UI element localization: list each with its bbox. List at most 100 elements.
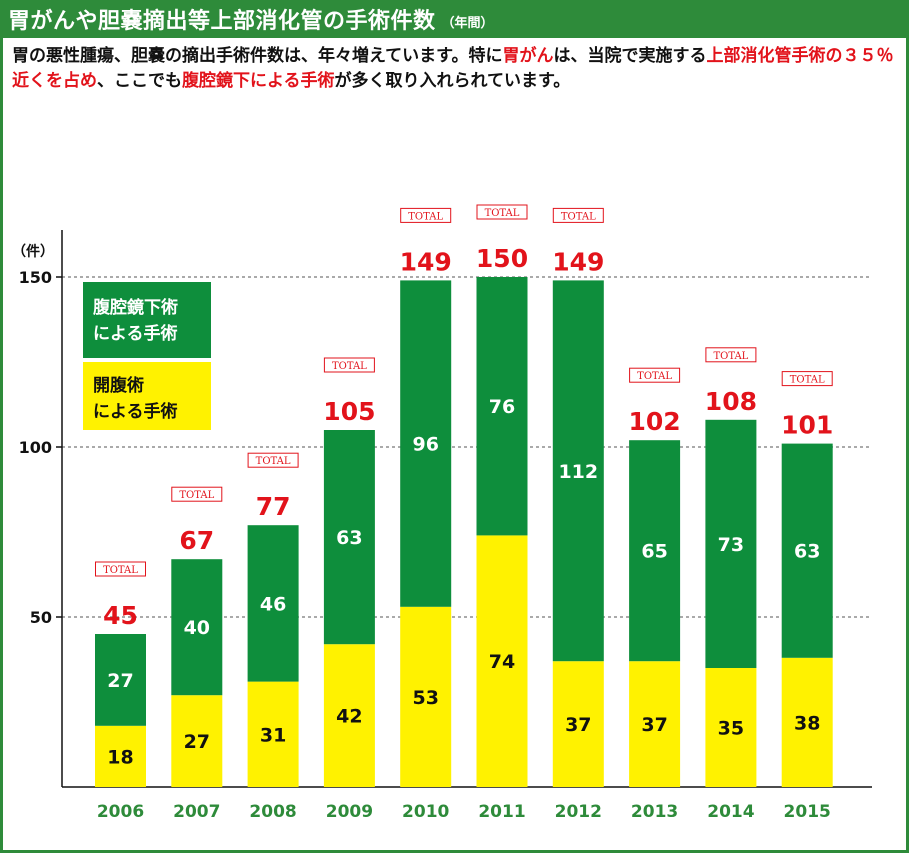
- bar-segment-laparotomy: [95, 725, 146, 787]
- bar-segment-laparoscopic: [171, 559, 223, 696]
- total-value: 67: [179, 526, 214, 555]
- total-tag-label: TOTAL: [485, 208, 520, 219]
- description-part: 、ここでも: [97, 71, 182, 91]
- bar-value-laparotomy: 37: [565, 714, 591, 736]
- total-tag-box: [323, 357, 375, 373]
- total-tag-label: TOTAL: [637, 371, 672, 382]
- total-value: 77: [256, 492, 291, 521]
- bar-value-laparoscopic: 96: [412, 434, 438, 456]
- total-value: 149: [552, 247, 604, 276]
- total-tag-box: [552, 207, 604, 223]
- description-part: 胃の悪性腫瘍、胆嚢の摘出手術件数は、年々増えています。特に: [12, 46, 503, 66]
- y-unit-label: （件）: [12, 243, 54, 260]
- description-part: が多く取り入れられています。: [334, 71, 571, 91]
- bar-value-laparoscopic: 112: [558, 461, 598, 483]
- bar-value-laparotomy: 31: [260, 724, 286, 746]
- total-tag-box: [171, 486, 223, 502]
- bar-value-laparotomy: 18: [107, 746, 133, 768]
- description-part: は、当院で実施する: [553, 46, 707, 66]
- bar-value-laparotomy: 27: [184, 731, 210, 753]
- x-tick-label: 2010: [402, 802, 449, 822]
- y-tick-label: 50: [30, 608, 52, 627]
- total-tag-box: [247, 452, 299, 468]
- bar-segment-laparoscopic: [400, 280, 452, 607]
- bar-value-laparotomy: 37: [641, 714, 667, 736]
- total-tag-box: [476, 204, 528, 220]
- bar-segment-laparoscopic: [476, 277, 528, 536]
- total-value: 108: [705, 387, 757, 416]
- bar-value-laparoscopic: 27: [107, 670, 133, 692]
- bar-value-laparotomy: 53: [412, 687, 438, 709]
- total-tag-label: TOTAL: [256, 456, 291, 467]
- bar-value-laparoscopic: 65: [641, 541, 667, 563]
- bar-segment-laparotomy: [705, 668, 757, 787]
- total-tag-box: [400, 207, 452, 223]
- title-bar: 胃がんや胆嚢摘出等上部消化管の手術件数 （年間）: [0, 0, 909, 38]
- x-tick-label: 2015: [784, 802, 831, 822]
- description-highlight: 上部消化管手術の３５％近くを占め: [12, 46, 894, 91]
- bar-value-laparoscopic: 46: [260, 593, 286, 615]
- total-tag-box: [95, 561, 146, 577]
- x-tick-label: 2014: [707, 802, 754, 822]
- total-value: 45: [103, 601, 138, 630]
- legend-label-laparotomy: による手術: [93, 401, 178, 422]
- chart-title: 胃がんや胆嚢摘出等上部消化管の手術件数: [8, 9, 436, 34]
- total-tag-label: TOTAL: [408, 211, 443, 222]
- total-tag-label: TOTAL: [713, 351, 748, 362]
- description-highlight: 胃がん: [502, 46, 554, 66]
- bar-segment-laparoscopic: [95, 634, 146, 726]
- x-tick-label: 2008: [249, 802, 296, 822]
- x-tick-label: 2007: [173, 802, 220, 822]
- total-tag-label: TOTAL: [561, 211, 596, 222]
- bar-value-laparoscopic: 63: [794, 541, 820, 563]
- x-tick-label: 2013: [631, 802, 678, 822]
- bar-segment-laparotomy: [476, 535, 528, 787]
- x-tick-label: 2011: [478, 802, 525, 822]
- bar-segment-laparotomy: [781, 657, 833, 787]
- x-tick-label: 2012: [555, 802, 602, 822]
- bar-value-laparoscopic: 73: [718, 534, 744, 556]
- bar-value-laparotomy: 74: [489, 651, 515, 673]
- legend-label-laparoscopic: による手術: [93, 323, 178, 344]
- total-tag-box: [781, 371, 833, 387]
- bar-value-laparotomy: 42: [336, 706, 362, 728]
- bar-segment-laparotomy: [171, 695, 223, 787]
- bar-segment-laparotomy: [247, 681, 299, 787]
- total-tag-box: [629, 367, 681, 383]
- bar-segment-laparotomy: [552, 661, 604, 787]
- bar-segment-laparoscopic: [781, 443, 833, 658]
- x-tick-label: 2006: [97, 802, 144, 822]
- y-tick-label: 100: [19, 438, 52, 457]
- bar-value-laparotomy: 35: [718, 718, 744, 740]
- bar-segment-laparoscopic: [247, 525, 299, 682]
- total-tag-label: TOTAL: [332, 361, 367, 372]
- total-value: 102: [629, 407, 681, 436]
- total-value: 149: [400, 247, 452, 276]
- y-tick-label: 150: [19, 268, 52, 287]
- legend-label-laparoscopic: 腹腔鏡下術: [93, 297, 178, 318]
- x-tick-label: 2009: [326, 802, 373, 822]
- description-highlight: 腹腔鏡下による手術: [182, 71, 335, 91]
- legend-swatch-laparotomy: [83, 362, 211, 430]
- bar-segment-laparoscopic: [552, 280, 604, 662]
- total-value: 101: [781, 411, 833, 440]
- bar-segment-laparotomy: [323, 644, 375, 787]
- description-text: 胃の悪性腫瘍、胆嚢の摘出手術件数は、年々増えています。特に胃がんは、当院で実施す…: [12, 44, 897, 94]
- bar-value-laparoscopic: 63: [336, 527, 362, 549]
- bar-segment-laparotomy: [400, 606, 452, 787]
- legend-swatch-laparoscopic: [83, 282, 211, 358]
- bar-value-laparoscopic: 76: [489, 396, 515, 418]
- legend-label-laparotomy: 開腹術: [93, 375, 144, 396]
- bar-segment-laparoscopic: [323, 430, 375, 645]
- bar-segment-laparotomy: [629, 661, 681, 787]
- bar-value-laparoscopic: 40: [184, 617, 210, 639]
- total-tag-box: [705, 347, 757, 363]
- bar-segment-laparoscopic: [705, 419, 757, 668]
- chart-subtitle: （年間）: [441, 15, 494, 31]
- total-value: 150: [476, 244, 528, 273]
- total-tag-label: TOTAL: [790, 375, 825, 386]
- bar-segment-laparoscopic: [629, 440, 681, 662]
- bar-value-laparotomy: 38: [794, 712, 820, 734]
- total-tag-label: TOTAL: [179, 490, 214, 501]
